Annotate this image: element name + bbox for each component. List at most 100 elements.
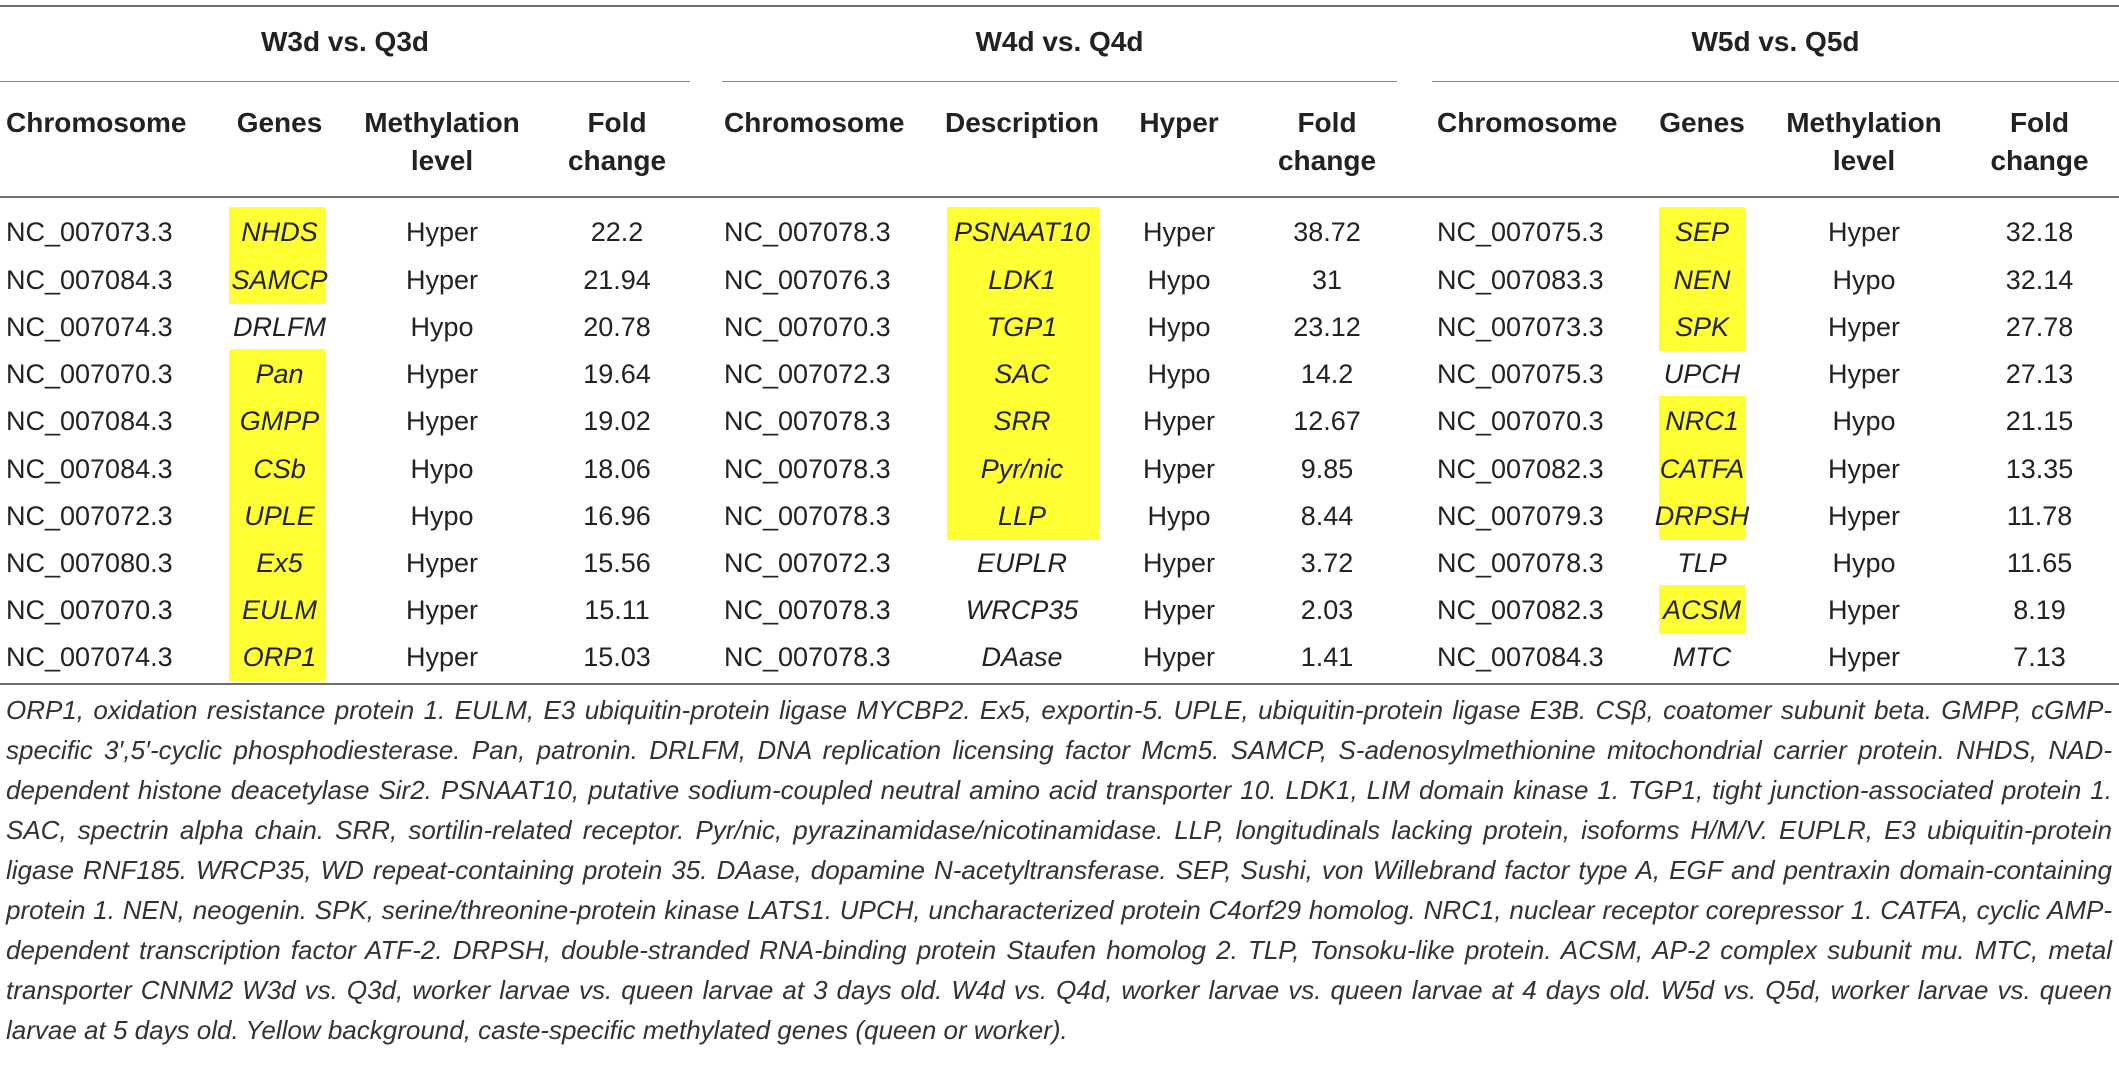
table-header-rule xyxy=(0,196,2119,198)
gene-cell: Pyr/nic xyxy=(980,454,1064,484)
chromosome-cell: NC_007073.3 xyxy=(6,217,173,247)
chromosome-cell: NC_007078.3 xyxy=(724,406,891,436)
column-header: Chromosome xyxy=(1437,107,1618,138)
group-title: W3d vs. Q3d xyxy=(260,26,430,57)
chromosome-cell: NC_007078.3 xyxy=(1437,548,1604,578)
gene-cell: Ex5 xyxy=(256,548,303,578)
gene-cell: UPLE xyxy=(244,501,315,531)
gene-cell: LDK1 xyxy=(988,265,1056,295)
gene-cell: MTC xyxy=(1672,642,1732,672)
methylation-cell: Hyper xyxy=(1827,595,1901,625)
chromosome-cell: NC_007080.3 xyxy=(6,548,173,578)
column-header: Chromosome xyxy=(6,107,187,138)
fold-change-cell: 9.85 xyxy=(1300,454,1354,484)
chromosome-cell: NC_007078.3 xyxy=(724,501,891,531)
gene-cell: SRR xyxy=(993,406,1051,436)
chromosome-cell: NC_007084.3 xyxy=(6,265,173,295)
group-title: W4d vs. Q4d xyxy=(975,26,1144,57)
chromosome-cell: NC_007082.3 xyxy=(1437,454,1604,484)
methylation-cell: Hypo xyxy=(1832,265,1896,295)
methylation-cell: Hyper xyxy=(1827,642,1901,672)
methylation-cell: Hypo xyxy=(1832,406,1896,436)
methylation-cell: Hypo xyxy=(410,454,474,484)
chromosome-cell: NC_007072.3 xyxy=(724,548,891,578)
gene-cell: SEP xyxy=(1674,217,1730,247)
highlight-block xyxy=(229,349,325,681)
methylation-cell: Hyper xyxy=(1142,642,1216,672)
methylation-cell: Hyper xyxy=(405,548,479,578)
methylation-cell: Hyper xyxy=(405,217,479,247)
gene-cell: ORP1 xyxy=(242,642,317,672)
chromosome-cell: NC_007074.3 xyxy=(6,312,173,342)
chromosome-cell: NC_007072.3 xyxy=(6,501,173,531)
group-title: W5d vs. Q5d xyxy=(1691,26,1860,57)
fold-change-cell: 32.18 xyxy=(2005,217,2074,247)
gene-cell: DRPSH xyxy=(1654,501,1750,531)
fold-change-cell: 2.03 xyxy=(1300,595,1354,625)
chromosome-cell: NC_007070.3 xyxy=(6,359,173,389)
highlight-block xyxy=(229,207,325,304)
chromosome-cell: NC_007078.3 xyxy=(724,454,891,484)
column-header: Chromosome xyxy=(724,107,905,138)
methylation-cell: Hyper xyxy=(1827,359,1901,389)
gene-cell: PSNAAT10 xyxy=(953,217,1091,247)
chromosome-cell: NC_007078.3 xyxy=(724,217,891,247)
group-rule xyxy=(1432,81,2119,82)
table-footnote: ORP1, oxidation resistance protein 1. EU… xyxy=(6,695,2112,1045)
methylation-cell: Hyper xyxy=(1142,217,1216,247)
group-rule xyxy=(0,81,690,82)
gene-cell: TGP1 xyxy=(986,312,1058,342)
gene-cell: NEN xyxy=(1673,265,1731,295)
methylation-cell: Hyper xyxy=(1827,501,1901,531)
column-header: Methylation level xyxy=(1786,107,1942,176)
chromosome-cell: NC_007070.3 xyxy=(1437,406,1604,436)
fold-change-cell: 14.2 xyxy=(1300,359,1354,389)
fold-change-cell: 23.12 xyxy=(1293,312,1361,342)
methylation-cell: Hyper xyxy=(405,595,479,625)
chromosome-cell: NC_007078.3 xyxy=(724,642,891,672)
chromosome-cell: NC_007070.3 xyxy=(724,312,891,342)
fold-change-cell: 38.72 xyxy=(1293,217,1361,247)
fold-change-cell: 8.19 xyxy=(2013,595,2066,625)
fold-change-cell: 19.64 xyxy=(583,359,651,389)
gene-cell: SAC xyxy=(994,359,1050,389)
column-header: Fold change xyxy=(1990,107,2089,176)
gene-cell: WRCP35 xyxy=(965,595,1079,625)
gene-cell: EUPLR xyxy=(976,548,1068,578)
fold-change-cell: 16.96 xyxy=(583,501,651,531)
chromosome-cell: NC_007079.3 xyxy=(1437,501,1604,531)
column-header: Fold change xyxy=(1277,107,1377,176)
chromosome-cell: NC_007073.3 xyxy=(1437,312,1604,342)
fold-change-cell: 13.35 xyxy=(2005,454,2074,484)
gene-cell: NHDS xyxy=(241,217,318,247)
methylation-cell: Hypo xyxy=(1832,548,1896,578)
chromosome-cell: NC_007082.3 xyxy=(1437,595,1604,625)
gene-cell: SAMCP xyxy=(231,265,328,295)
chromosome-cell: NC_007075.3 xyxy=(1437,359,1604,389)
column-header: Methylation level xyxy=(364,107,520,176)
gene-cell: CATFA xyxy=(1659,454,1745,484)
methylation-cell: Hyper xyxy=(405,265,479,295)
gene-cell: EULM xyxy=(241,595,317,625)
methylation-cell: Hyper xyxy=(1827,312,1901,342)
table-top-rule xyxy=(0,5,2119,7)
fold-change-cell: 27.13 xyxy=(2005,359,2074,389)
group-rule xyxy=(722,81,1397,82)
fold-change-cell: 32.14 xyxy=(2005,265,2074,295)
fold-change-cell: 8.44 xyxy=(1300,501,1354,531)
fold-change-cell: 7.13 xyxy=(2013,642,2066,672)
methylation-cell: Hyper xyxy=(1142,454,1216,484)
gene-cell: DAase xyxy=(981,642,1063,672)
table-bottom-rule xyxy=(0,683,2119,685)
gene-cell: Pan xyxy=(255,359,304,389)
fold-change-cell: 18.06 xyxy=(583,454,651,484)
column-header: Genes xyxy=(1659,107,1745,138)
methylation-cell: Hyper xyxy=(1827,217,1901,247)
gene-cell: GMPP xyxy=(239,406,320,436)
fold-change-cell: 11.65 xyxy=(2006,548,2073,578)
gene-cell: CSb xyxy=(253,454,306,484)
chromosome-cell: NC_007072.3 xyxy=(724,359,891,389)
fold-change-cell: 15.03 xyxy=(583,642,651,672)
methylation-cell: Hyper xyxy=(405,406,479,436)
fold-change-cell: 21.15 xyxy=(2005,406,2074,436)
